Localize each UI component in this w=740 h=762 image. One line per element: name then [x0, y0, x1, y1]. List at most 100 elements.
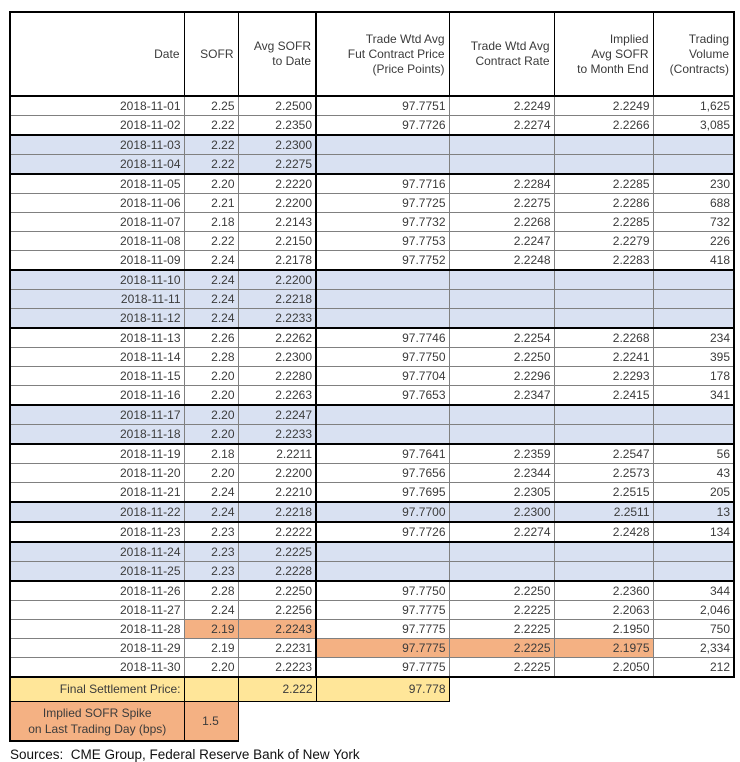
cell-fut_price	[315, 134, 450, 155]
cell-implied_avg: 2.2050	[553, 657, 654, 678]
cell-avg_sofr: 2.2350	[237, 115, 317, 136]
cell-contract_rate: 2.2344	[448, 463, 555, 483]
cell-volume: 212	[652, 657, 735, 678]
table-row: 2018-11-01 2.25 2.2500 97.7751 2.2249 2.2249 1…	[9, 95, 735, 116]
cell-avg_sofr: 2.2300	[237, 134, 317, 155]
cell-contract_rate: 2.2249	[448, 95, 555, 116]
cell-implied_avg	[553, 308, 654, 329]
cell-implied_avg: 2.2268	[553, 327, 654, 348]
cell-implied_avg: 2.2515	[553, 482, 654, 503]
cell-fut_price	[315, 561, 450, 582]
cell-avg_sofr: 2.2500	[237, 95, 317, 116]
cell-implied_avg: 2.2241	[553, 347, 654, 367]
cell-contract_rate: 2.2225	[448, 638, 555, 658]
table-row: 2018-11-14 2.28 2.2300 97.7750 2.2250 2.2241 3…	[9, 347, 735, 367]
cell-fut_price	[315, 541, 450, 562]
cell-implied_avg: 2.2293	[553, 366, 654, 386]
cell-volume: 688	[652, 193, 735, 213]
cell-implied_avg	[553, 269, 654, 290]
cell-sofr: 2.28	[183, 347, 239, 367]
cell-avg_sofr: 2.2262	[237, 327, 317, 348]
cell-contract_rate: 2.2359	[448, 443, 555, 464]
cell-sofr: 2.24	[183, 501, 239, 523]
table-row: 2018-11-08 2.22 2.2150 97.7753 2.2247 2.2279 2…	[9, 231, 735, 251]
cell-avg_sofr: 2.2300	[237, 347, 317, 367]
cell-sofr: 2.24	[183, 308, 239, 329]
cell-date: 2018-11-13	[9, 327, 185, 348]
table-container: Date SOFR Avg SOFR to Date Trade Wtd Avg…	[9, 11, 735, 762]
cell-date: 2018-11-04	[9, 154, 185, 175]
table-row: 2018-11-02 2.22 2.2350 97.7726 2.2274 2.2266 3…	[9, 115, 735, 136]
cell-volume: 56	[652, 443, 735, 464]
final-settlement-avg-sofr: 2.222	[237, 676, 317, 702]
cell-contract_rate: 2.2305	[448, 482, 555, 503]
cell-contract_rate: 2.2248	[448, 250, 555, 271]
column-header-fut-contract-price: Trade Wtd Avg Fut Contract Price (Price …	[315, 11, 450, 97]
table-row: 2018-11-20 2.20 2.2200 97.7656 2.2344 2.2573 4…	[9, 463, 735, 483]
cell-fut_price: 97.7700	[315, 501, 450, 523]
cell-volume: 395	[652, 347, 735, 367]
cell-contract_rate: 2.2347	[448, 385, 555, 406]
cell-sofr: 2.20	[183, 366, 239, 386]
cell-sofr: 2.22	[183, 154, 239, 175]
cell-volume: 2,334	[652, 638, 735, 658]
cell-sofr: 2.18	[183, 443, 239, 464]
cell-volume: 341	[652, 385, 735, 406]
table-row: 2018-11-03 2.22 2.2300	[9, 134, 735, 155]
cell-date: 2018-11-29	[9, 638, 185, 658]
table-row: 2018-11-05 2.20 2.2220 97.7716 2.2284 2.2285 2…	[9, 173, 735, 194]
cell-avg_sofr: 2.2231	[237, 638, 317, 658]
cell-date: 2018-11-14	[9, 347, 185, 367]
cell-avg_sofr: 2.2150	[237, 231, 317, 251]
cell-contract_rate: 2.2275	[448, 193, 555, 213]
cell-fut_price: 97.7775	[315, 657, 450, 678]
cell-implied_avg: 2.2547	[553, 443, 654, 464]
column-header-sofr: SOFR	[183, 11, 239, 97]
table-row: 2018-11-27 2.24 2.2256 97.7775 2.2225 2.2063 2…	[9, 600, 735, 620]
cell-sofr: 2.21	[183, 193, 239, 213]
cell-date: 2018-11-03	[9, 134, 185, 155]
cell-contract_rate: 2.2225	[448, 619, 555, 639]
cell-implied_avg: 2.2283	[553, 250, 654, 271]
cell-implied_avg	[553, 289, 654, 309]
cell-date: 2018-11-25	[9, 561, 185, 582]
cell-volume: 230	[652, 173, 735, 194]
cell-volume: 205	[652, 482, 735, 503]
cell-implied_avg: 2.2279	[553, 231, 654, 251]
cell-volume	[652, 289, 735, 309]
cell-implied_avg: 2.2063	[553, 600, 654, 620]
cell-volume	[652, 424, 735, 445]
cell-date: 2018-11-16	[9, 385, 185, 406]
cell-fut_price: 97.7641	[315, 443, 450, 464]
cell-avg_sofr: 2.2200	[237, 463, 317, 483]
cell-volume: 3,085	[652, 115, 735, 136]
cell-date: 2018-11-19	[9, 443, 185, 464]
final-settlement-sofr-empty	[183, 676, 239, 702]
cell-date: 2018-11-23	[9, 521, 185, 543]
table-row: 2018-11-21 2.24 2.2210 97.7695 2.2305 2.2515 2…	[9, 482, 735, 503]
cell-volume: 43	[652, 463, 735, 483]
cell-sofr: 2.20	[183, 404, 239, 425]
cell-volume	[652, 404, 735, 425]
cell-avg_sofr: 2.2218	[237, 501, 317, 523]
cell-fut_price	[315, 404, 450, 425]
cell-volume: 750	[652, 619, 735, 639]
cell-date: 2018-11-22	[9, 501, 185, 523]
cell-contract_rate: 2.2250	[448, 580, 555, 601]
cell-implied_avg: 2.2360	[553, 580, 654, 601]
cell-implied_avg: 2.2415	[553, 385, 654, 406]
cell-contract_rate	[448, 134, 555, 155]
cell-avg_sofr: 2.2280	[237, 366, 317, 386]
cell-sofr: 2.18	[183, 212, 239, 232]
cell-date: 2018-11-11	[9, 289, 185, 309]
cell-date: 2018-11-08	[9, 231, 185, 251]
cell-contract_rate	[448, 424, 555, 445]
cell-contract_rate	[448, 541, 555, 562]
table-row: 2018-11-29 2.19 2.2231 97.7775 2.2225 2.1975 2…	[9, 638, 735, 658]
sources-line: Sources: CME Group, Federal Reserve Bank…	[10, 747, 360, 762]
cell-avg_sofr: 2.2200	[237, 193, 317, 213]
implied-spike-value: 1.5	[183, 701, 239, 742]
cell-fut_price: 97.7751	[315, 95, 450, 116]
cell-contract_rate: 2.2225	[448, 657, 555, 678]
cell-fut_price: 97.7775	[315, 619, 450, 639]
